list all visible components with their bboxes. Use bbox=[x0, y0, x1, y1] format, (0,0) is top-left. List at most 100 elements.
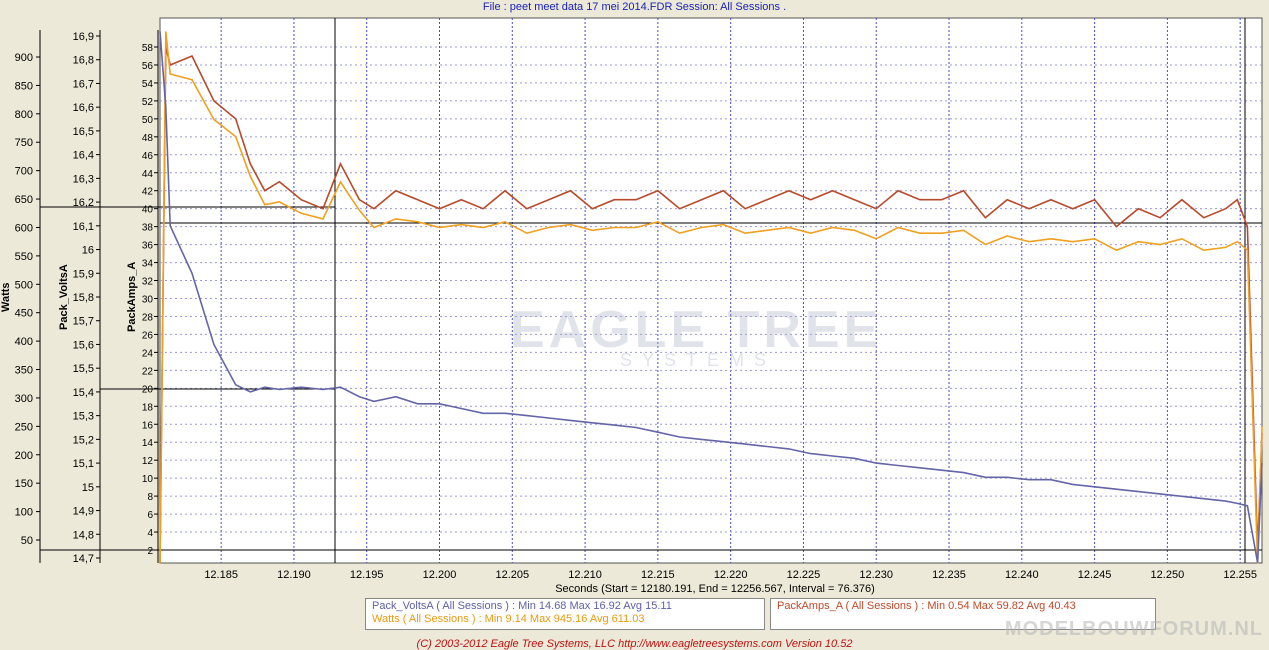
amps-tick-label: 6 bbox=[147, 510, 153, 521]
volts-tick-label: 15,5 bbox=[73, 363, 94, 375]
amps-tick-label: 20 bbox=[142, 384, 154, 395]
amps-tick-label: 46 bbox=[142, 151, 154, 162]
copyright-footer: (C) 2003-2012 Eagle Tree Systems, LLC ht… bbox=[416, 638, 853, 650]
x-tick-label: 12.185 bbox=[204, 569, 238, 581]
volts-tick-label: 16,6 bbox=[73, 102, 94, 114]
x-tick-label: 12.205 bbox=[495, 569, 529, 581]
watts-tick-label: 600 bbox=[15, 222, 33, 234]
volts-tick-label: 15,4 bbox=[73, 387, 94, 399]
amps-tick-label: 34 bbox=[142, 259, 154, 270]
volts-tick-label: 16,5 bbox=[73, 126, 94, 138]
brand-watermark: EAGLE TREE bbox=[510, 301, 883, 359]
watts-tick-label: 900 bbox=[15, 52, 33, 64]
volts-tick-label: 16,9 bbox=[73, 31, 94, 43]
amps-tick-label: 26 bbox=[142, 330, 154, 341]
watts-axis-title: Watts bbox=[0, 282, 12, 312]
watts-tick-label: 200 bbox=[15, 450, 33, 462]
watts-tick-label: 250 bbox=[15, 421, 33, 433]
watts-tick-label: 500 bbox=[15, 279, 33, 291]
amps-tick-label: 30 bbox=[142, 295, 154, 306]
volts-tick-label: 14,7 bbox=[73, 553, 94, 565]
watts-tick-label: 750 bbox=[15, 137, 33, 149]
watts-tick-label: 300 bbox=[15, 393, 33, 405]
amps-tick-label: 40 bbox=[142, 205, 154, 216]
legend-amps: PackAmps_A ( All Sessions ) : Min 0.54 M… bbox=[777, 600, 1076, 612]
volts-tick-label: 16,4 bbox=[73, 150, 94, 162]
watts-tick-label: 800 bbox=[15, 109, 33, 121]
x-tick-label: 12.225 bbox=[787, 569, 821, 581]
x-tick-label: 12.215 bbox=[641, 569, 675, 581]
volts-tick-label: 14,9 bbox=[73, 506, 94, 518]
volts-tick-label: 15,7 bbox=[73, 316, 94, 328]
brand-watermark-sub: SYSTEMS bbox=[620, 350, 777, 370]
amps-tick-label: 52 bbox=[142, 97, 154, 108]
volts-axis-title: Pack_VoltsA bbox=[58, 264, 70, 330]
volts-tick-label: 15,3 bbox=[73, 411, 94, 423]
file-title: File : peet meet data 17 mei 2014.FDR Se… bbox=[482, 1, 787, 13]
amps-tick-label: 32 bbox=[142, 277, 154, 288]
volts-tick-label: 16,8 bbox=[73, 55, 94, 67]
x-tick-label: 12.245 bbox=[1078, 569, 1112, 581]
amps-tick-label: 14 bbox=[142, 438, 154, 449]
x-tick-label: 12.235 bbox=[932, 569, 966, 581]
legend-left: Pack_VoltsA ( All Sessions ) : Min 14.68… bbox=[365, 598, 765, 630]
volts-tick-label: 15 bbox=[82, 482, 94, 494]
watts-tick-label: 400 bbox=[15, 336, 33, 348]
x-tick-label: 12.250 bbox=[1151, 569, 1185, 581]
amps-tick-label: 2 bbox=[147, 546, 153, 557]
x-tick-label: 12.255 bbox=[1223, 569, 1257, 581]
watts-tick-label: 550 bbox=[15, 251, 33, 263]
watts-tick-label: 850 bbox=[15, 80, 33, 92]
volts-tick-label: 15,1 bbox=[73, 458, 94, 470]
series-line-amps bbox=[159, 46, 1263, 564]
watts-tick-label: 350 bbox=[15, 365, 33, 377]
amps-axis-title: PackAmps_A bbox=[126, 261, 138, 332]
amps-tick-label: 38 bbox=[142, 223, 154, 234]
amps-tick-label: 22 bbox=[142, 366, 154, 377]
x-tick-label: 12.195 bbox=[350, 569, 384, 581]
amps-tick-label: 54 bbox=[142, 79, 154, 90]
volts-tick-label: 15,8 bbox=[73, 292, 94, 304]
watts-tick-label: 450 bbox=[15, 308, 33, 320]
amps-tick-label: 12 bbox=[142, 456, 154, 467]
amps-tick-label: 36 bbox=[142, 241, 154, 252]
volts-tick-label: 15,6 bbox=[73, 339, 94, 351]
volts-tick-label: 16,1 bbox=[73, 221, 94, 233]
watts-tick-label: 650 bbox=[15, 194, 33, 206]
x-tick-label: 12.230 bbox=[859, 569, 893, 581]
x-tick-label: 12.190 bbox=[277, 569, 311, 581]
legend-watts: Watts ( All Sessions ) : Min 9.14 Max 94… bbox=[372, 613, 645, 625]
watts-tick-label: 100 bbox=[15, 507, 33, 519]
amps-tick-label: 8 bbox=[147, 492, 153, 503]
amps-tick-label: 10 bbox=[142, 474, 154, 485]
amps-tick-label: 16 bbox=[142, 420, 154, 431]
legend-volts: Pack_VoltsA ( All Sessions ) : Min 14.68… bbox=[372, 600, 672, 612]
volts-tick-label: 16,3 bbox=[73, 173, 94, 185]
watts-tick-label: 150 bbox=[15, 478, 33, 490]
x-tick-label: 12.210 bbox=[568, 569, 602, 581]
volts-tick-label: 16,7 bbox=[73, 78, 94, 90]
x-tick-label: 12.200 bbox=[423, 569, 457, 581]
x-tick-label: 12.220 bbox=[714, 569, 748, 581]
amps-tick-label: 24 bbox=[142, 348, 154, 359]
watts-tick-label: 700 bbox=[15, 166, 33, 178]
volts-tick-label: 14,8 bbox=[73, 529, 94, 541]
series-line-volts bbox=[159, 31, 1263, 563]
amps-tick-label: 44 bbox=[142, 169, 154, 180]
amps-tick-label: 18 bbox=[142, 402, 154, 413]
amps-tick-label: 28 bbox=[142, 312, 154, 323]
volts-tick-label: 16 bbox=[82, 245, 94, 257]
x-axis-caption: Seconds (Start = 12180.191, End = 12256.… bbox=[555, 583, 875, 595]
amps-tick-label: 58 bbox=[142, 43, 154, 54]
forum-watermark: MODELBOUWFORUM.NL bbox=[1004, 618, 1263, 640]
amps-tick-label: 48 bbox=[142, 133, 154, 144]
plot-area bbox=[159, 17, 1263, 564]
amps-tick-label: 42 bbox=[142, 187, 154, 198]
legend-right: PackAmps_A ( All Sessions ) : Min 0.54 M… bbox=[770, 598, 1156, 630]
watts-tick-label: 50 bbox=[21, 535, 33, 547]
amps-tick-label: 50 bbox=[142, 115, 154, 126]
series-line-watts bbox=[159, 31, 1263, 564]
volts-tick-label: 16,2 bbox=[73, 197, 94, 209]
